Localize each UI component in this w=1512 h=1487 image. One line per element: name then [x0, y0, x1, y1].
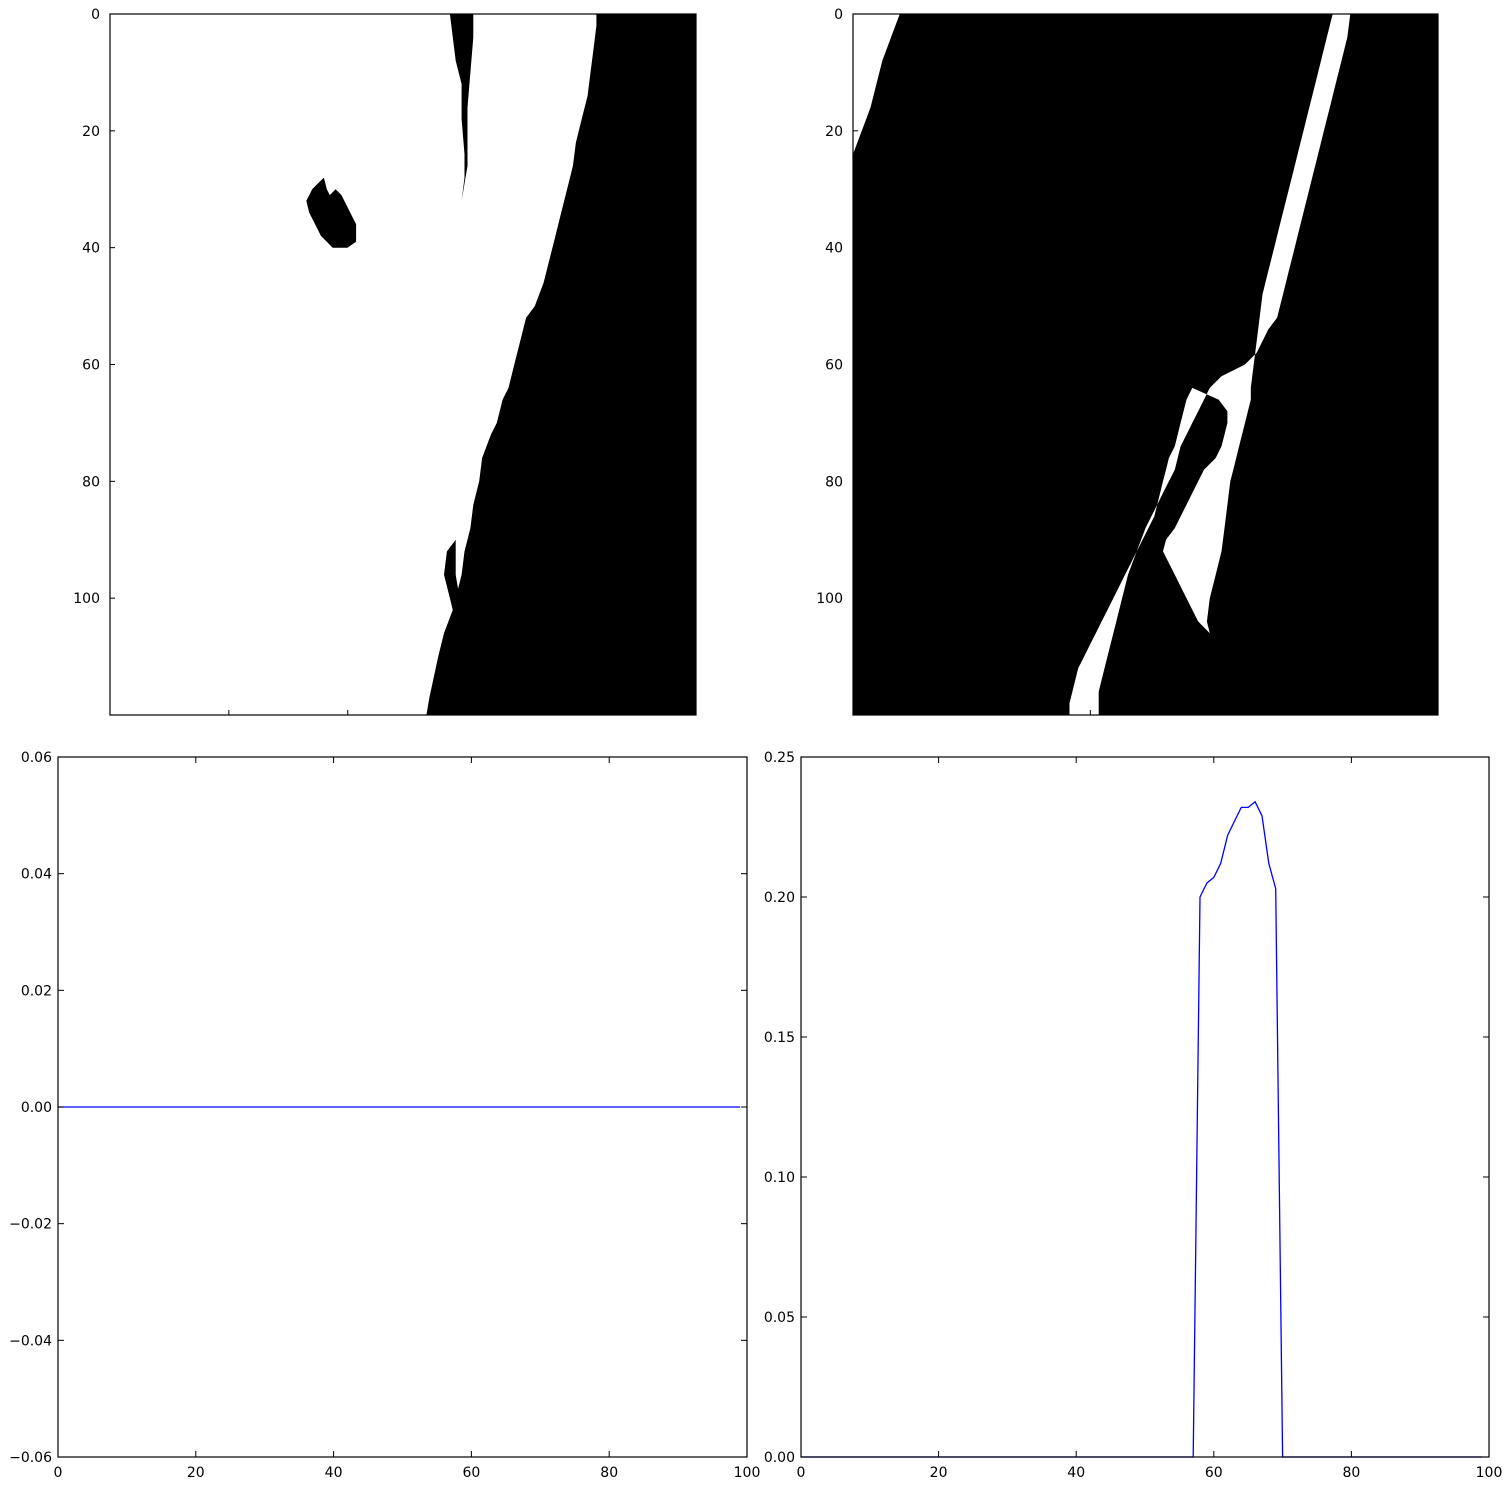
axes-1: 0 20 40 60 80 100 — [73, 7, 697, 716]
y-tick-label: 0.10 — [764, 1170, 795, 1186]
y-tick-label: 20 — [82, 124, 100, 140]
x-tick-label: 80 — [600, 1465, 618, 1481]
series-line-1 — [801, 800, 1483, 1458]
y-tick-label: 100 — [73, 591, 100, 607]
y-tick-label: 0.00 — [21, 1100, 52, 1116]
y-tick-label: 80 — [82, 474, 100, 490]
y-tick-label: 0.25 — [764, 750, 795, 766]
y-tick-label: −0.04 — [9, 1333, 52, 1349]
axes-4: 0 20 40 60 80 100 0.00 0.05 0.10 0.15 0.20 0.25 — [764, 750, 1503, 1481]
x-tick-label: 100 — [1476, 1465, 1503, 1481]
image-region-1 — [426, 14, 696, 715]
image-region-2 — [640, 14, 696, 96]
x-tick-label: 60 — [1205, 1465, 1223, 1481]
y-tick-label: 40 — [825, 241, 843, 257]
y-tick-label: 20 — [825, 124, 843, 140]
image-region-4 — [449, 14, 474, 201]
axes-frame — [109, 13, 697, 716]
x-tick-label: 100 — [734, 1465, 761, 1481]
y-tick-label: 60 — [82, 358, 100, 374]
x-tick-label: 80 — [1342, 1465, 1360, 1481]
image-region-6 — [444, 539, 462, 622]
y-tick-label: 60 — [825, 358, 843, 374]
plot-background — [801, 757, 1489, 1457]
x-tick-label: 40 — [325, 1465, 343, 1481]
image-region-1 — [853, 14, 900, 155]
y-tick-label: −0.02 — [9, 1217, 52, 1233]
image-region-2 — [1069, 14, 1351, 715]
image-region-5 — [306, 177, 357, 248]
x-tick-label: 40 — [1067, 1465, 1085, 1481]
axes-2: 0 20 40 60 80 100 — [816, 7, 1439, 716]
x-tick-label: 20 — [930, 1465, 948, 1481]
y-tick-label: 0.20 — [764, 890, 795, 906]
y-tick-label: 0 — [834, 7, 843, 23]
axes-frame — [57, 756, 748, 1458]
y-tick-label: 100 — [816, 591, 843, 607]
x-tick-label: 0 — [797, 1465, 806, 1481]
y-tick-label: 80 — [825, 474, 843, 490]
image-background — [853, 14, 1438, 715]
y-tick-label: 0.04 — [21, 867, 52, 883]
y-tick-label: 0.05 — [764, 1310, 795, 1326]
image-region-3 — [614, 14, 655, 61]
y-tick-label: 0.15 — [764, 1030, 795, 1046]
x-tick-label: 20 — [187, 1465, 205, 1481]
x-tick-label: 0 — [54, 1465, 63, 1481]
y-tick-label: 0.02 — [21, 983, 52, 999]
y-tick-label: 0.00 — [764, 1450, 795, 1466]
y-tick-label: 0.06 — [21, 750, 52, 766]
axes-frame — [800, 756, 1490, 1458]
y-tick-label: −0.06 — [9, 1450, 52, 1466]
axes-3: 0 20 40 60 80 100 −0.06 −0.04 −0.02 0.00 0.02 0.04 0… — [9, 750, 760, 1481]
x-tick-label: 60 — [462, 1465, 480, 1481]
y-tick-label: 0 — [91, 7, 100, 23]
axes-frame — [852, 13, 1439, 716]
y-tick-label: 40 — [82, 241, 100, 257]
